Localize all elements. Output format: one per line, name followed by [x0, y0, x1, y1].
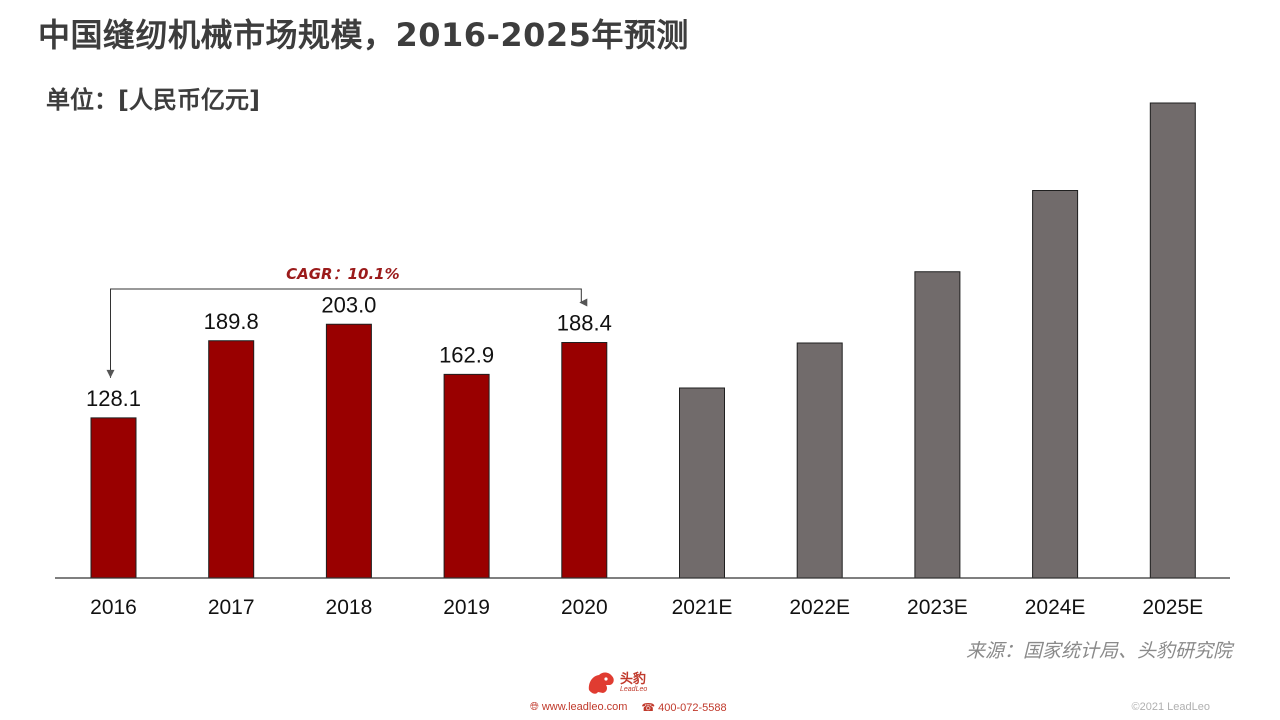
- source-note: 来源：国家统计局、头豹研究院: [965, 640, 1232, 662]
- x-tick-label: 2016: [90, 596, 137, 619]
- data-label: 128.1: [86, 386, 141, 411]
- bar-2016: [90, 417, 137, 579]
- page-title: 中国缝纫机械市场规模，2016-2025年预测: [38, 16, 689, 54]
- x-tick-label: 2022E: [789, 596, 850, 619]
- bar-2018: [325, 323, 372, 579]
- data-label: 188.4: [557, 311, 612, 336]
- footer-brand-sub: LeadLeo: [620, 686, 648, 693]
- bar-2025E: [1149, 102, 1196, 579]
- leopard-logo-icon: [588, 672, 614, 694]
- x-tick-label: 2018: [326, 596, 373, 619]
- bar-2024E: [1032, 190, 1079, 579]
- bar-2022E: [796, 342, 843, 579]
- data-label: 189.8: [204, 309, 259, 334]
- x-tick-label: 2020: [561, 596, 608, 619]
- bar-2023E: [914, 271, 961, 579]
- phone-text: 400-072-5588: [658, 702, 727, 714]
- x-tick-label: 2019: [443, 596, 490, 619]
- bar-2020: [561, 342, 608, 579]
- unit-label: 单位：[人民币亿元]: [46, 86, 260, 114]
- bar-2019: [443, 373, 490, 579]
- copyright: ©2021 LeadLeo: [1131, 701, 1210, 713]
- cagr-arrow-left: [106, 369, 115, 378]
- footer-brand: 头豹: [620, 672, 647, 687]
- footer-contacts: 🌐︎ www.leadleo.com ☎ 400-072-5588: [530, 701, 727, 714]
- footer-website[interactable]: 🌐︎ www.leadleo.com: [530, 701, 627, 714]
- x-tick-label: 2023E: [907, 596, 968, 619]
- footer-phone: ☎ 400-072-5588: [641, 701, 726, 714]
- footer-logo: 头豹 LeadLeo: [586, 668, 647, 698]
- globe-icon: 🌐︎: [530, 701, 539, 713]
- x-tick-label: 2024E: [1025, 596, 1086, 619]
- website-text[interactable]: www.leadleo.com: [541, 701, 628, 713]
- data-label: 203.0: [321, 292, 376, 317]
- x-tick-label: 2025E: [1142, 596, 1203, 619]
- bar-2017: [208, 340, 255, 579]
- phone-icon: ☎: [641, 702, 656, 714]
- bar-2021E: [679, 387, 725, 579]
- data-label: 162.9: [439, 342, 494, 367]
- cagr-bracket: [110, 288, 588, 378]
- x-tick-label: 2017: [208, 596, 255, 619]
- x-tick-label: 2021E: [672, 596, 733, 619]
- cagr-label: CAGR：10.1%: [286, 265, 400, 283]
